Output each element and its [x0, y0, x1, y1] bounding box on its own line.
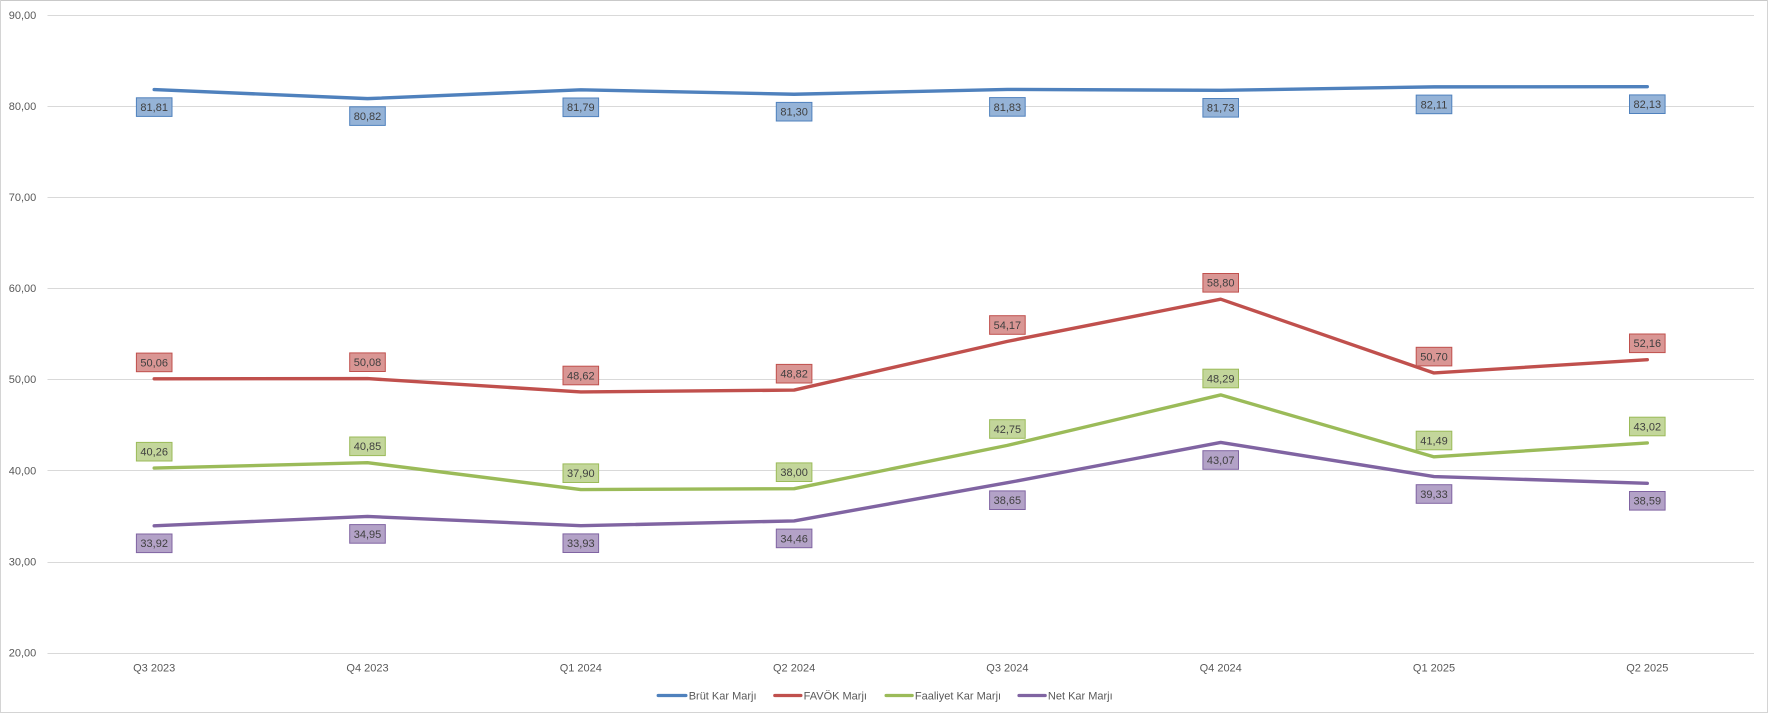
svg-text:33,92: 33,92 — [140, 538, 168, 550]
svg-text:38,00: 38,00 — [780, 467, 808, 479]
svg-text:38,59: 38,59 — [1634, 496, 1662, 508]
svg-text:40,00: 40,00 — [9, 465, 37, 477]
svg-text:81,30: 81,30 — [780, 107, 808, 119]
svg-text:52,16: 52,16 — [1634, 338, 1662, 350]
svg-text:43,02: 43,02 — [1634, 421, 1662, 433]
svg-text:Faaliyet Kar Marjı: Faaliyet Kar Marjı — [915, 690, 1001, 702]
svg-text:80,00: 80,00 — [9, 101, 37, 113]
svg-text:81,73: 81,73 — [1207, 103, 1235, 115]
svg-text:39,33: 39,33 — [1420, 489, 1448, 501]
svg-text:60,00: 60,00 — [9, 283, 37, 295]
svg-text:34,95: 34,95 — [354, 529, 382, 541]
svg-text:50,06: 50,06 — [140, 357, 168, 369]
svg-text:FAVÖK Marjı: FAVÖK Marjı — [804, 690, 867, 702]
svg-text:20,00: 20,00 — [9, 648, 37, 660]
svg-text:33,93: 33,93 — [567, 538, 595, 550]
svg-text:Q2 2024: Q2 2024 — [773, 662, 815, 674]
svg-text:48,29: 48,29 — [1207, 373, 1235, 385]
svg-text:43,07: 43,07 — [1207, 455, 1235, 467]
svg-text:42,75: 42,75 — [994, 424, 1022, 436]
svg-text:30,00: 30,00 — [9, 556, 37, 568]
svg-text:48,82: 48,82 — [780, 369, 808, 381]
svg-text:37,90: 37,90 — [567, 468, 595, 480]
svg-text:Q4 2024: Q4 2024 — [1200, 662, 1242, 674]
svg-text:50,00: 50,00 — [9, 374, 37, 386]
svg-text:50,70: 50,70 — [1420, 351, 1448, 363]
svg-text:82,13: 82,13 — [1634, 99, 1662, 111]
svg-text:Q4 2023: Q4 2023 — [346, 662, 388, 674]
svg-text:82,11: 82,11 — [1421, 99, 1448, 111]
svg-text:Q2 2025: Q2 2025 — [1626, 662, 1668, 674]
svg-text:81,81: 81,81 — [140, 102, 168, 114]
svg-text:40,85: 40,85 — [354, 441, 382, 453]
svg-text:34,46: 34,46 — [780, 533, 808, 545]
svg-text:50,08: 50,08 — [354, 357, 382, 369]
svg-text:80,82: 80,82 — [354, 111, 382, 123]
svg-text:48,62: 48,62 — [567, 370, 595, 382]
svg-text:41,49: 41,49 — [1420, 435, 1448, 447]
svg-text:81,83: 81,83 — [994, 102, 1022, 114]
svg-text:81,79: 81,79 — [567, 102, 595, 114]
svg-text:58,80: 58,80 — [1207, 278, 1235, 290]
svg-text:90,00: 90,00 — [9, 10, 37, 22]
svg-text:70,00: 70,00 — [9, 192, 37, 204]
svg-text:Q3 2024: Q3 2024 — [986, 662, 1028, 674]
svg-text:Q1 2024: Q1 2024 — [560, 662, 602, 674]
svg-text:38,65: 38,65 — [994, 495, 1022, 507]
svg-text:Brüt Kar Marjı: Brüt Kar Marjı — [689, 690, 757, 702]
svg-text:Q1 2025: Q1 2025 — [1413, 662, 1455, 674]
svg-text:54,17: 54,17 — [994, 320, 1022, 332]
svg-text:40,26: 40,26 — [140, 447, 168, 459]
svg-text:Q3 2023: Q3 2023 — [133, 662, 175, 674]
svg-text:Net Kar Marjı: Net Kar Marjı — [1048, 690, 1113, 702]
